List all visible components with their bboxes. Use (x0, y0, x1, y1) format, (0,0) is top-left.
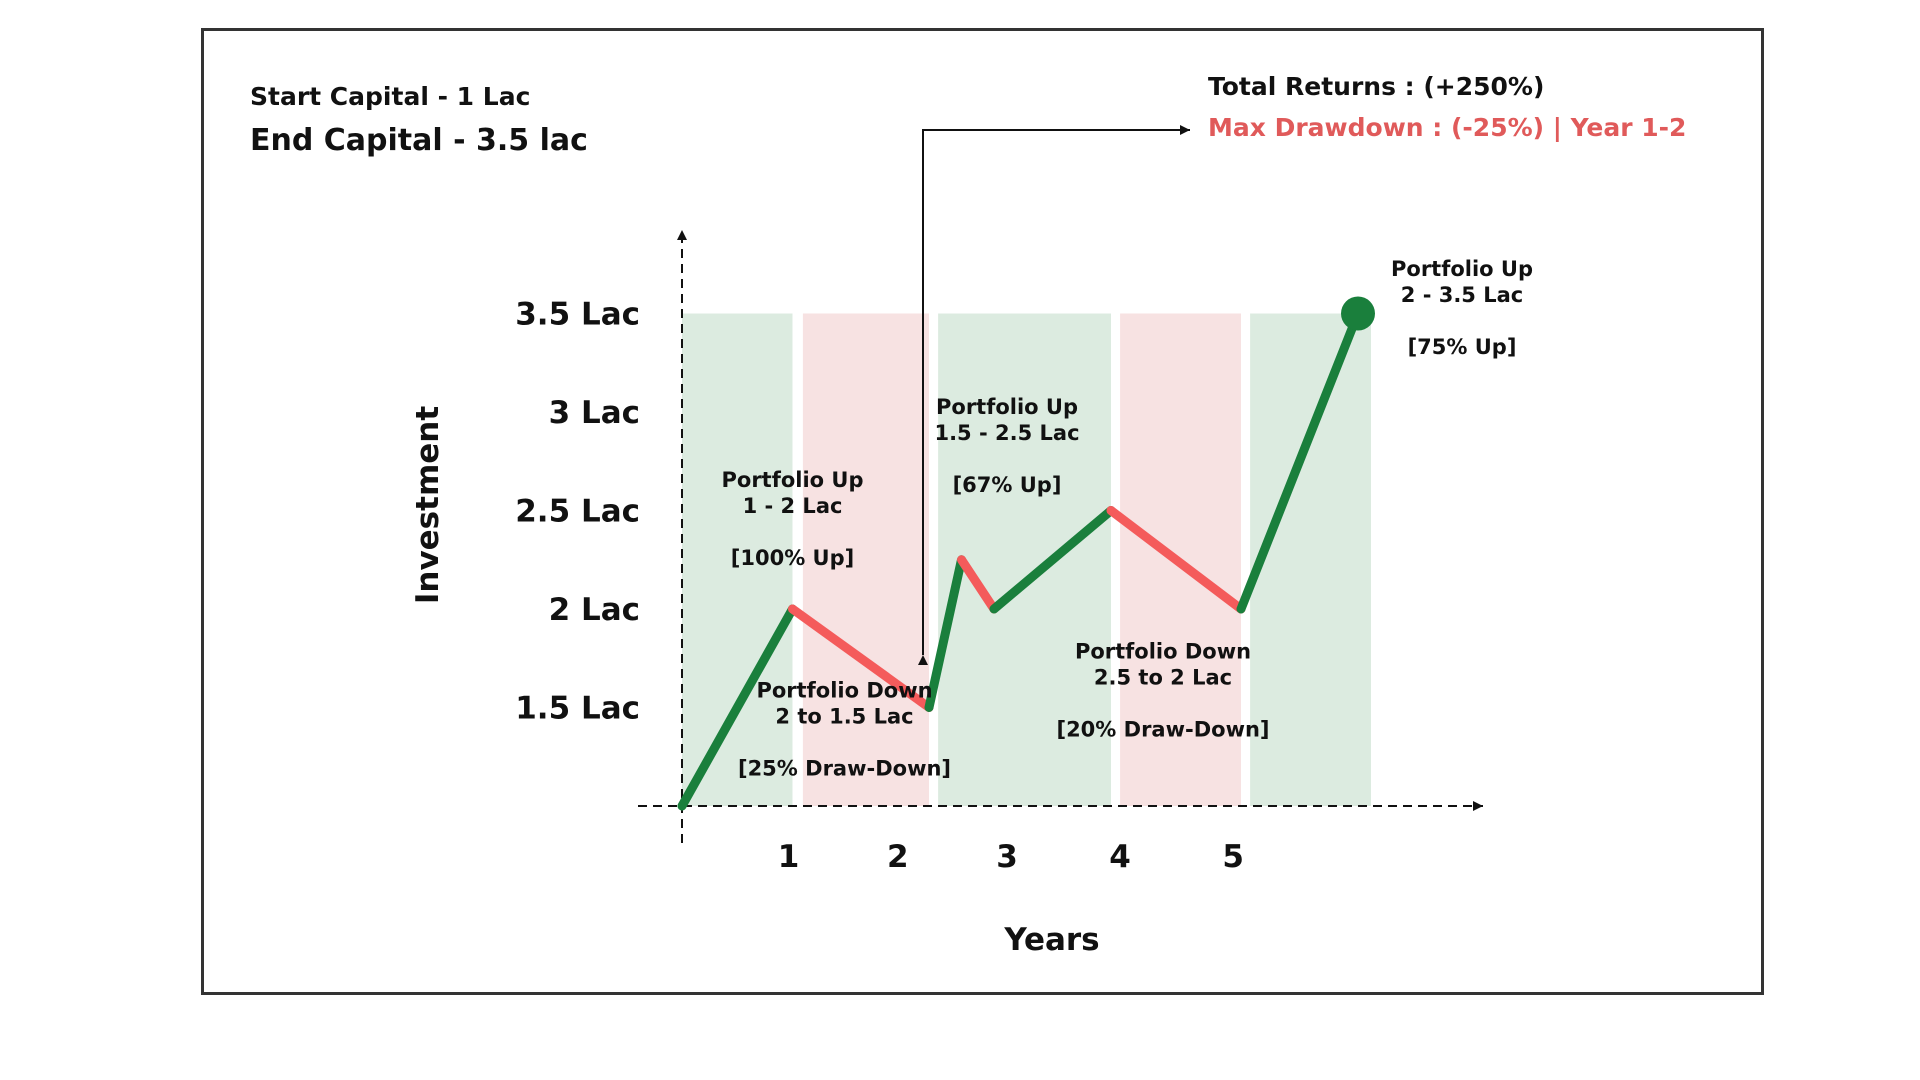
x-tick-label: 4 (1109, 839, 1131, 875)
band-down-2 (802, 313, 929, 806)
annotation-line: [67% Up] (953, 473, 1062, 497)
drawdown-callout-arrow (918, 125, 1190, 665)
segment-down-2 (788, 604, 934, 712)
end-capital-label: End Capital - 3.5 lac (250, 123, 588, 158)
annotation-line: 2 to 1.5 Lac (775, 705, 913, 729)
annotation-line: Portfolio Up (1391, 257, 1533, 281)
annotation-line (1003, 447, 1010, 471)
end-point-marker (1341, 296, 1375, 331)
segment-up-1 (677, 604, 797, 811)
annotation-line: [25% Draw-Down] (738, 757, 951, 781)
annotation-line: Portfolio Up (722, 468, 864, 492)
y-tick-label: 3 Lac (549, 395, 640, 431)
drawdown-callout (918, 125, 1190, 665)
y-tick-label: 3.5 Lac (515, 297, 640, 333)
annotation-line: Portfolio Down (1075, 639, 1251, 663)
annotation-5: Portfolio Up 2 - 3.5 Lac [75% Up] (1391, 257, 1533, 359)
annotation-1: Portfolio Up 1 - 2 Lac [100% Up] (722, 468, 864, 570)
x-axis-label: Years (1003, 922, 1099, 958)
annotation-line: 2.5 to 2 Lac (1094, 665, 1232, 689)
axis-ticks: 1.5 Lac 2 Lac 2.5 Lac 3 Lac 3.5 Lac 1 2 3 4 5 (515, 297, 1244, 876)
annotation-line: 1.5 - 2.5 Lac (934, 421, 1079, 445)
y-tick-label: 2 Lac (549, 592, 640, 628)
annotation-line (789, 520, 796, 544)
x-tick-label: 3 (996, 839, 1018, 875)
annotation-line (841, 731, 848, 755)
segment-up-7 (1236, 309, 1363, 614)
annotation-line: Portfolio Down (756, 679, 932, 703)
band-up-1 (682, 313, 793, 806)
y-tick-label: 2.5 Lac (515, 494, 640, 530)
band-up-5 (1250, 313, 1371, 806)
x-tick-label: 1 (778, 839, 800, 875)
annotation-line (1159, 691, 1166, 715)
annotation-line (1458, 309, 1465, 333)
annotation-line: [100% Up] (731, 546, 854, 570)
y-axis-label: Investment (410, 406, 446, 605)
annotation-line: 1 - 2 Lac (743, 494, 843, 518)
annotation-line: [75% Up] (1408, 335, 1517, 359)
x-tick-label: 5 (1222, 839, 1244, 875)
start-capital-label: Start Capital - 1 Lac (250, 82, 531, 111)
x-tick-label: 2 (887, 839, 909, 875)
max-drawdown-label: Max Drawdown : (-25%) | Year 1-2 (1208, 113, 1687, 142)
y-tick-label: 1.5 Lac (515, 691, 640, 727)
annotation-line: Portfolio Up (936, 395, 1078, 419)
chart-frame (201, 28, 1764, 995)
annotation-line: 2 - 3.5 Lac (1401, 283, 1523, 307)
annotation-2: Portfolio Down 2 to 1.5 Lac [25% Draw-Dow… (738, 679, 951, 781)
total-returns-label: Total Returns : (+250%) (1208, 72, 1545, 101)
chart-axes (638, 230, 1483, 843)
annotation-line: [20% Draw-Down] (1056, 717, 1269, 741)
